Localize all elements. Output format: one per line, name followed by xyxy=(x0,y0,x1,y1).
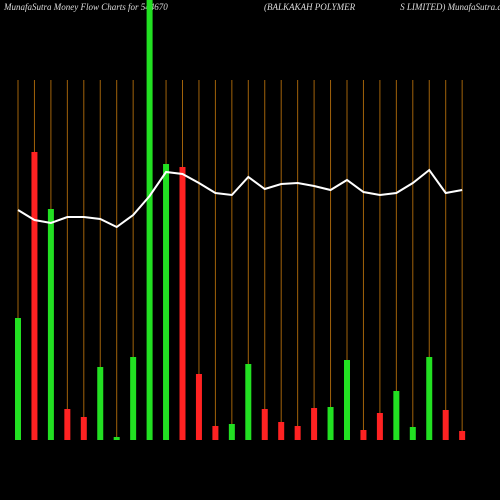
bar xyxy=(426,357,433,440)
bar xyxy=(245,364,252,440)
chart-title: MunafaSutra Money Flow Charts for 544670 xyxy=(3,2,168,12)
bar xyxy=(442,410,449,440)
bar xyxy=(294,426,301,440)
bar xyxy=(163,164,170,440)
bar xyxy=(459,431,466,440)
bar xyxy=(179,167,186,440)
bar xyxy=(31,152,38,440)
bar xyxy=(146,0,153,440)
bar xyxy=(47,209,54,440)
bar xyxy=(327,407,334,440)
bar xyxy=(64,409,71,440)
bar xyxy=(344,360,350,440)
bar xyxy=(278,422,285,440)
bar xyxy=(130,357,137,440)
bar xyxy=(261,409,268,440)
price-line xyxy=(17,168,463,229)
bar xyxy=(80,417,87,440)
bar xyxy=(228,424,235,440)
bar xyxy=(212,426,219,440)
bar xyxy=(113,437,120,440)
bar xyxy=(393,391,400,440)
bar xyxy=(360,430,367,440)
bar xyxy=(97,367,104,440)
bar xyxy=(15,318,21,440)
bar xyxy=(195,374,202,440)
bar xyxy=(311,408,318,440)
bar xyxy=(409,427,416,440)
chart-subtitle: (BALKAKAH POLYMER S LIMITED) MunafaSutra… xyxy=(264,2,500,12)
bar xyxy=(376,413,383,440)
